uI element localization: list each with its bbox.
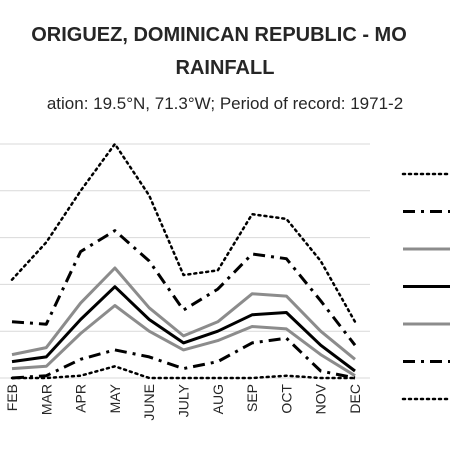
x-tick-label: FEB: [4, 384, 20, 411]
series-line-5: [11, 304, 356, 377]
x-tick-label: JUNE: [141, 384, 157, 421]
x-tick-label: OCT: [278, 384, 294, 414]
chart-title-line-2: RAINFALL: [175, 57, 275, 79]
series-line-3: [11, 266, 356, 361]
series-line-4: [11, 285, 356, 373]
x-axis-tick-labels: FEB MAR APR MAY JUNE JULY AUG SEP OCT NOV DEC: [4, 383, 363, 420]
x-tick-label: JULY: [176, 383, 192, 417]
series-line-6: [11, 336, 356, 380]
series-line-7: [10, 365, 357, 380]
x-tick-label: AUG: [210, 384, 226, 414]
chart-title: ORIGUEZ, DOMINICAN REPUBLIC - MO: [31, 24, 407, 46]
chart-subtitle: ation: 19.5°N, 71.3°W; Period of record:…: [46, 94, 404, 113]
legend: [401, 172, 450, 401]
series-line-2: [11, 229, 357, 347]
x-tick-label: DEC: [347, 384, 363, 414]
x-tick-label: MAY: [107, 383, 123, 413]
series-lines: [10, 142, 357, 380]
x-tick-label: NOV: [313, 383, 329, 414]
x-tick-label: APR: [73, 384, 89, 413]
series-line-1: [10, 142, 357, 324]
x-tick-label: MAR: [38, 384, 54, 415]
x-tick-label: SEP: [244, 384, 260, 412]
